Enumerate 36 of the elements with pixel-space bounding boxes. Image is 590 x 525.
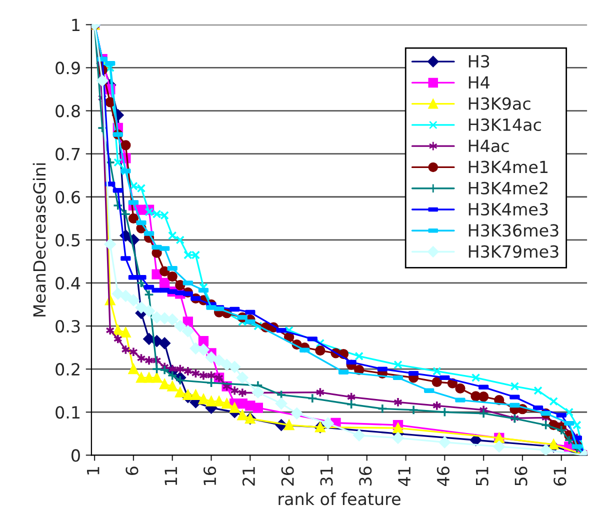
y-tick-label: 1	[72, 18, 80, 32]
y-tick-label: 0.9	[56, 62, 80, 74]
legend-label: H4ac	[468, 140, 509, 152]
y-tick-label: 0.2	[56, 363, 80, 376]
legend-label: H3K4me1	[468, 160, 548, 174]
legend-label: H3K14ac	[468, 118, 541, 132]
x-tick-label: 21	[242, 467, 255, 486]
x-tick-label: 6	[126, 466, 138, 476]
x-tick-label: 31	[320, 467, 333, 486]
legend-label: H4	[468, 76, 490, 89]
y-tick-label: 0.1	[56, 406, 80, 419]
y-tick-label: 0.5	[56, 234, 80, 246]
y-tick-label: 0.4	[56, 276, 80, 290]
y-tick-label: 0.7	[56, 148, 80, 160]
legend-label: H3K9ac	[468, 97, 530, 110]
legend-label: H3K79me3	[468, 245, 558, 258]
legend-label: H3K4me3	[468, 202, 548, 216]
x-axis-title: rank of feature	[278, 492, 400, 506]
y-tick-label: 0.6	[56, 190, 80, 204]
x-tick-label: 56	[514, 466, 528, 486]
x-tick-label: 51	[476, 467, 488, 486]
legend-label: H3	[468, 55, 490, 68]
x-tick-label: 46	[436, 466, 450, 486]
x-tick-label: 41	[398, 467, 410, 486]
legend-label: H3K4me2	[468, 182, 548, 194]
x-tick-label: 26	[281, 466, 294, 486]
x-tick-label: 11	[164, 467, 177, 485]
x-tick-label: 16	[203, 466, 216, 485]
y-axis-title: MeanDecreaseGini	[32, 163, 46, 316]
y-tick-label: 0.8	[56, 104, 80, 118]
y-tick-label: 0	[72, 449, 80, 462]
x-tick-label: 1	[87, 467, 100, 474]
x-tick-label: 61	[554, 467, 566, 486]
y-tick-label: 0.3	[56, 320, 80, 333]
legend-label: H3K36me3	[468, 224, 558, 237]
x-tick-label: 36	[359, 466, 372, 486]
